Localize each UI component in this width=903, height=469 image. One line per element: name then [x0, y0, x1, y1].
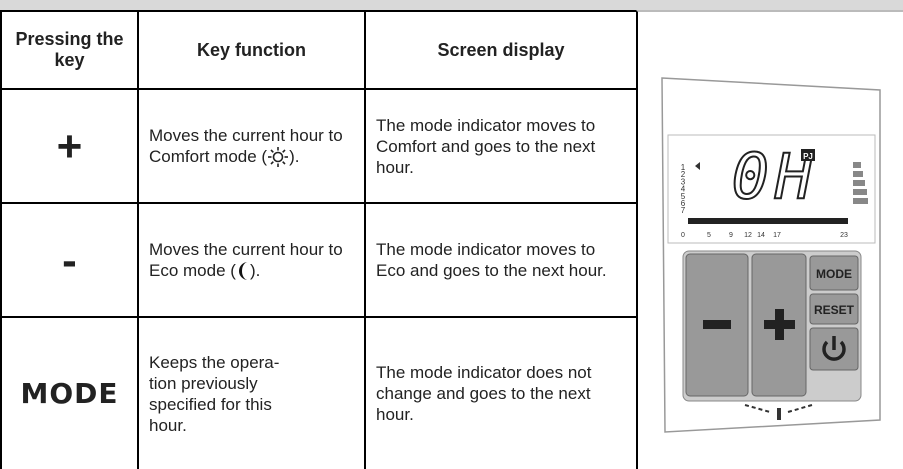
arrow	[695, 162, 700, 170]
side-bars	[853, 162, 868, 204]
display-cell: The mode indicator does not change and g…	[364, 316, 636, 469]
sun-icon	[268, 147, 289, 168]
lcd-hour-label: 2	[681, 170, 686, 179]
feet	[777, 408, 781, 420]
header-text: Key function	[196, 39, 306, 60]
display-cell: The mode indicator moves to Eco and goes…	[364, 202, 636, 316]
reset-button	[809, 293, 859, 325]
function-text-part: Moves the current hour to Comfort mode (	[149, 125, 343, 166]
lcd-hour-label: 5	[707, 232, 711, 239]
lcd-hour-label: 3	[681, 177, 686, 186]
header-cell: Pressing the key	[0, 10, 137, 88]
display-text: The mode indicator does not change and g…	[376, 363, 592, 424]
hour-bar	[688, 218, 848, 224]
function-text-part: ).	[249, 260, 261, 280]
lcd-hour-label: 23	[840, 232, 848, 239]
minus-sign	[703, 320, 731, 329]
feet	[744, 404, 813, 413]
lcd	[667, 134, 876, 244]
lcd-hour-label: 14	[757, 232, 765, 239]
function-text: Moves the current hour to Comfort mode (…	[149, 125, 354, 168]
indicator-box	[801, 149, 815, 161]
lcd-hour-label: 9	[729, 232, 733, 239]
plus-sign	[764, 309, 795, 340]
function-cell: Moves the current hour to Eco mode ().	[137, 202, 364, 316]
lcd-hour-label: 5	[681, 192, 686, 201]
header-cell: Screen display	[364, 10, 636, 88]
lcd-hour-label: 12	[744, 232, 752, 239]
function-text-part: ).	[289, 146, 300, 166]
header-cell: Key function	[137, 10, 364, 88]
key-cell: -	[0, 202, 137, 316]
top-strip	[0, 0, 903, 10]
reset-button-label: RESET	[814, 303, 855, 317]
lcd-hour-label: 7	[681, 206, 686, 215]
lcd-hour-label: 4	[681, 185, 686, 194]
function-cell: Moves the current hour to Comfort mode (…	[137, 88, 364, 202]
function-text: Moves the current hour to Eco mode ().	[149, 239, 354, 282]
lcd-hour-label: 6	[681, 199, 686, 208]
lcd-hour-label: 1	[681, 163, 686, 172]
function-text: Keeps the opera-tion previously specifie…	[149, 352, 280, 435]
key-cell: +	[0, 88, 137, 202]
power-icon	[822, 340, 846, 361]
header-text: Screen display	[437, 39, 565, 60]
function-cell: Keeps the opera-tion previously specifie…	[137, 316, 364, 469]
lcd-hour-label: 17	[773, 232, 781, 239]
mode-button	[809, 255, 859, 291]
illustration-panel	[636, 10, 903, 469]
header-text: Pressing the key	[15, 29, 124, 70]
moon-icon	[238, 262, 248, 281]
display-text: The mode indicator moves to Comfort and …	[376, 115, 596, 177]
display-cell: The mode indicator moves to Comfort and …	[364, 88, 636, 202]
mode-button-label: MODE	[816, 267, 852, 281]
key-cell: MODE	[0, 316, 137, 469]
function-text-part: Moves the current hour to Eco mode (	[149, 239, 343, 280]
display-text: The mode indicator moves to Eco and goes…	[376, 240, 607, 280]
lcd-clock: 0H	[732, 140, 819, 213]
key-label: MODE	[20, 377, 119, 410]
lcd-hour-label: 0	[681, 232, 685, 239]
lcd-indicator: PJ	[803, 152, 813, 161]
